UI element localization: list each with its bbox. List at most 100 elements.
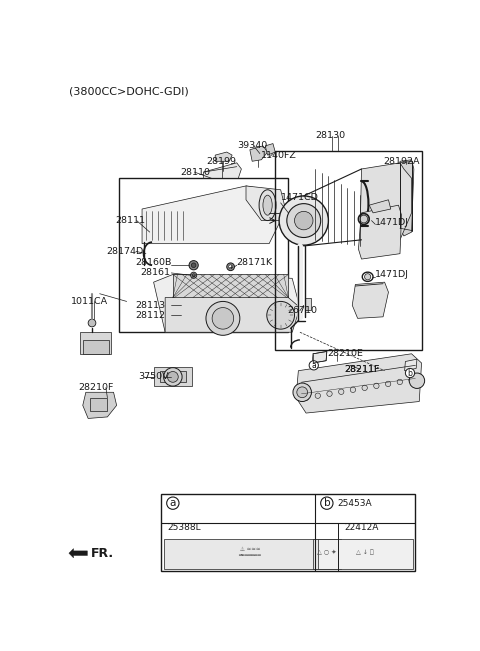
Polygon shape <box>90 398 108 411</box>
Text: 28112: 28112 <box>135 311 165 320</box>
Circle shape <box>350 387 356 393</box>
Text: 39340: 39340 <box>237 141 267 150</box>
Circle shape <box>164 368 182 386</box>
Polygon shape <box>69 549 87 558</box>
Circle shape <box>279 196 328 245</box>
Circle shape <box>228 265 232 269</box>
Text: 28211F: 28211F <box>345 365 380 374</box>
Text: 25453A: 25453A <box>337 499 372 508</box>
Circle shape <box>360 215 368 223</box>
Text: 22412A: 22412A <box>345 523 379 533</box>
Circle shape <box>385 381 391 387</box>
Polygon shape <box>369 200 391 213</box>
Text: △ ↓ ⬜: △ ↓ ⬜ <box>357 549 374 555</box>
Circle shape <box>206 301 240 335</box>
Circle shape <box>168 372 178 382</box>
Polygon shape <box>360 163 411 240</box>
Text: b: b <box>324 498 330 508</box>
Text: 1011CA: 1011CA <box>71 297 108 306</box>
Polygon shape <box>154 275 300 332</box>
Circle shape <box>192 263 196 268</box>
Polygon shape <box>405 359 417 370</box>
Polygon shape <box>160 370 186 382</box>
Polygon shape <box>265 144 275 155</box>
Polygon shape <box>312 352 327 363</box>
Text: a: a <box>169 498 176 508</box>
Circle shape <box>192 273 195 277</box>
Bar <box>161 494 415 571</box>
Text: 28174D: 28174D <box>106 247 143 256</box>
Ellipse shape <box>259 190 276 221</box>
Circle shape <box>365 273 371 280</box>
Polygon shape <box>359 205 402 259</box>
Polygon shape <box>154 367 192 386</box>
Circle shape <box>374 383 379 389</box>
Ellipse shape <box>263 195 272 215</box>
Circle shape <box>191 272 197 279</box>
Circle shape <box>309 361 318 370</box>
Circle shape <box>293 383 312 402</box>
Text: 28113: 28113 <box>135 301 165 310</box>
Text: △ ○ ✦: △ ○ ✦ <box>317 549 336 555</box>
Circle shape <box>189 260 198 270</box>
Polygon shape <box>83 340 109 353</box>
Text: 28192A: 28192A <box>383 157 420 166</box>
Text: 1140FZ: 1140FZ <box>262 150 297 159</box>
Circle shape <box>338 389 344 395</box>
Text: a: a <box>312 361 316 370</box>
Polygon shape <box>83 393 117 419</box>
Text: 28161: 28161 <box>141 268 170 277</box>
Circle shape <box>362 385 367 391</box>
Polygon shape <box>400 159 414 236</box>
Circle shape <box>167 497 179 509</box>
Bar <box>313 538 341 570</box>
Text: 28130: 28130 <box>315 132 346 141</box>
Circle shape <box>409 373 425 389</box>
Circle shape <box>287 204 321 238</box>
Polygon shape <box>81 332 111 353</box>
Circle shape <box>303 395 309 400</box>
Bar <box>318 538 413 570</box>
Circle shape <box>88 319 96 327</box>
Bar <box>119 178 288 332</box>
Text: 28211F: 28211F <box>345 365 380 374</box>
Polygon shape <box>296 353 421 413</box>
Text: 28110: 28110 <box>180 167 211 176</box>
Polygon shape <box>173 275 288 298</box>
Circle shape <box>409 378 414 383</box>
Circle shape <box>327 391 332 396</box>
Circle shape <box>406 368 415 378</box>
Circle shape <box>212 307 234 329</box>
Text: (3800CC>DOHC-GDI): (3800CC>DOHC-GDI) <box>69 87 189 97</box>
Text: 26710: 26710 <box>287 306 317 315</box>
Polygon shape <box>246 186 285 221</box>
Text: 1471DJ: 1471DJ <box>375 218 409 227</box>
Text: 28199: 28199 <box>206 157 236 166</box>
Polygon shape <box>215 152 232 161</box>
Bar <box>164 538 336 570</box>
Circle shape <box>267 301 295 329</box>
Bar <box>304 298 311 310</box>
Text: 28171K: 28171K <box>237 258 273 268</box>
Polygon shape <box>204 163 241 178</box>
Text: 3750V: 3750V <box>138 372 169 381</box>
Text: b: b <box>408 368 412 378</box>
Circle shape <box>315 393 321 398</box>
Polygon shape <box>165 298 300 332</box>
Text: 28111: 28111 <box>115 216 145 225</box>
Circle shape <box>295 212 313 230</box>
Bar <box>275 151 421 350</box>
Text: 25388L: 25388L <box>168 523 201 533</box>
Text: 1471DJ: 1471DJ <box>375 270 409 279</box>
Circle shape <box>227 263 234 271</box>
Text: 28210E: 28210E <box>327 350 363 358</box>
Text: ⚠ ≈≈≈
═══════: ⚠ ≈≈≈ ═══════ <box>239 547 261 558</box>
Circle shape <box>321 497 333 509</box>
Text: 28210F: 28210F <box>78 383 113 392</box>
Polygon shape <box>142 186 281 243</box>
Circle shape <box>297 387 308 398</box>
Text: FR.: FR. <box>90 547 114 561</box>
Text: 28160B: 28160B <box>135 258 171 268</box>
Circle shape <box>397 380 403 385</box>
Text: 1471CD: 1471CD <box>281 193 319 202</box>
